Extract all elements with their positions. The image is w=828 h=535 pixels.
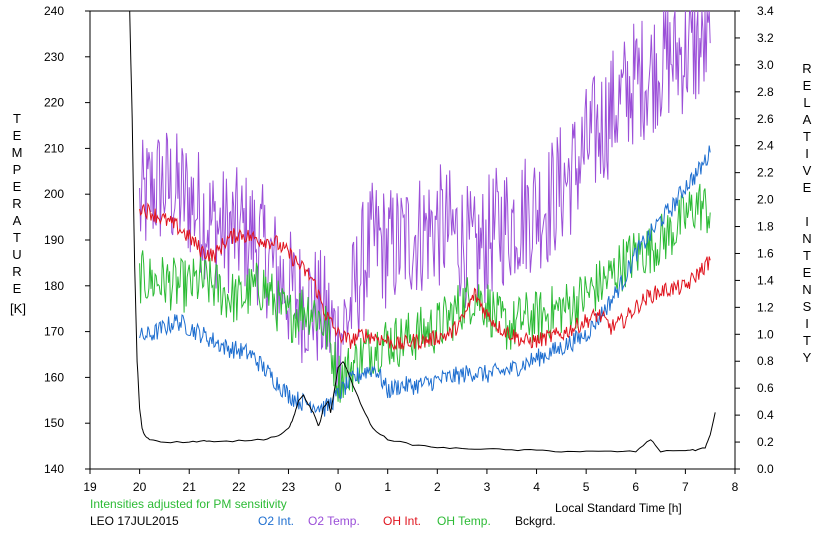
axis-label-char: I — [805, 316, 809, 331]
left-y-tick-label: 170 — [44, 325, 64, 339]
right-y-tick-label: 1.8 — [757, 220, 774, 234]
right-y-tick-label: 0.2 — [757, 435, 774, 449]
left-y-tick-label: 180 — [44, 279, 64, 293]
right-y-tick-label: 2.8 — [757, 85, 774, 99]
axis-label-char: I — [805, 214, 809, 229]
legend-item: OH Temp. — [437, 514, 491, 528]
right-y-tick-label: 1.6 — [757, 246, 774, 260]
station-date: LEO 17JUL2015 — [90, 514, 179, 528]
right-y-tick-label: 0.0 — [757, 462, 774, 476]
axis-label-char: T — [13, 111, 21, 126]
right-y-tick-label: 3.4 — [757, 4, 774, 18]
axis-label-char: N — [802, 282, 812, 297]
axis-label-char — [800, 196, 814, 213]
left-axis-unit: [K] — [10, 301, 26, 316]
left-y-tick-label: 220 — [44, 96, 64, 110]
axis-label-char: P — [12, 162, 22, 177]
x-tick-label: 1 — [384, 480, 391, 494]
legend-item: O2 Temp. — [308, 514, 360, 528]
left-y-tick-label: 160 — [44, 370, 64, 384]
left-y-tick-label: 190 — [44, 233, 64, 247]
left-y-tick-label: 200 — [44, 187, 64, 201]
axis-label-char: E — [802, 265, 812, 280]
axis-label-char: E — [12, 128, 22, 143]
x-tick-label: 7 — [682, 480, 689, 494]
x-tick-label: 5 — [583, 480, 590, 494]
left-y-tick-label: 140 — [44, 462, 64, 476]
x-tick-label: 2 — [434, 480, 441, 494]
right-y-tick-label: 0.4 — [757, 408, 774, 422]
axis-label-char: T — [803, 248, 811, 263]
left-y-tick-label: 240 — [44, 4, 64, 18]
right-y-tick-label: 1.2 — [757, 300, 774, 314]
sensitivity-note: Intensities adjusted for PM sensitivity — [90, 497, 287, 511]
axis-label-char: M — [11, 145, 23, 160]
axis-label-char: L — [803, 95, 811, 110]
series-oh-int — [139, 202, 711, 351]
right-y-tick-label: 2.6 — [757, 112, 774, 126]
right-y-tick-label: 1.0 — [757, 327, 774, 341]
axis-label-char: E — [802, 180, 812, 195]
right-y-tick-label: 0.6 — [757, 381, 774, 395]
axis-label-char: E — [802, 78, 812, 93]
legend-item: OH Int. — [383, 514, 421, 528]
series-o2-temp — [139, 10, 711, 399]
axis-label-char: I — [805, 146, 809, 161]
axis-label-char: A — [12, 213, 22, 228]
axis-label-char: V — [802, 163, 812, 178]
x-tick-label: 19 — [83, 480, 97, 494]
series-oh-temp — [139, 183, 711, 403]
x-tick-label: 3 — [484, 480, 491, 494]
right-y-tick-label: 0.8 — [757, 354, 774, 368]
left-y-axis: 140 150 160 170 180 190 200 210 220 230 240 — [44, 4, 90, 476]
axis-label-char: S — [802, 299, 812, 314]
left-y-tick-label: 230 — [44, 50, 64, 64]
x-tick-label: 6 — [632, 480, 639, 494]
series-bckgrd — [129, 10, 716, 453]
right-y-tick-label: 2.4 — [757, 139, 774, 153]
left-y-tick-label: 210 — [44, 141, 64, 155]
series-o2-int — [139, 145, 711, 417]
axis-label-char: R — [12, 264, 22, 279]
axis-label-char: T — [803, 333, 811, 348]
x-axis-label: Local Standard Time [h] — [555, 501, 682, 515]
axis-label-char: Y — [802, 350, 812, 365]
right-y-axis: 0.0 0.2 0.4 0.6 0.8 1.0 1.2 1.4 1.6 1.8 2.0 2.2 2.4 2… — [735, 4, 774, 476]
right-y-tick-label: 1.4 — [757, 273, 774, 287]
x-axis: 19 20 21 22 23 0 1 2 3 4 5 6 7 8 — [83, 469, 739, 494]
axis-label-char: R — [802, 61, 812, 76]
axis-label-char: E — [12, 179, 22, 194]
axis-label-char: T — [13, 230, 21, 245]
legend: O2 Int. O2 Temp. OH Int. OH Temp. Bckgrd. — [258, 514, 556, 528]
axis-label-char: R — [12, 196, 22, 211]
x-tick-label: 8 — [732, 480, 739, 494]
axis-label-char: N — [802, 231, 812, 246]
axis-label-char: T — [803, 129, 811, 144]
x-tick-label: 4 — [533, 480, 540, 494]
legend-item: Bckgrd. — [515, 514, 556, 528]
x-tick-label: 0 — [335, 480, 342, 494]
axis-label-char: A — [802, 112, 812, 127]
legend-item: O2 Int. — [258, 514, 294, 528]
axis-label-char: E — [12, 281, 22, 296]
axis-label-char: U — [12, 247, 22, 262]
x-tick-label: 20 — [133, 480, 147, 494]
x-tick-label: 22 — [232, 480, 246, 494]
right-y-tick-label: 3.0 — [757, 58, 774, 72]
right-y-tick-label: 3.2 — [757, 31, 774, 45]
right-y-tick-label: 2.0 — [757, 193, 774, 207]
x-tick-label: 21 — [183, 480, 197, 494]
x-tick-label: 23 — [282, 480, 296, 494]
series-layer — [129, 10, 716, 453]
right-y-tick-label: 2.2 — [757, 166, 774, 180]
left-y-tick-label: 150 — [44, 416, 64, 430]
